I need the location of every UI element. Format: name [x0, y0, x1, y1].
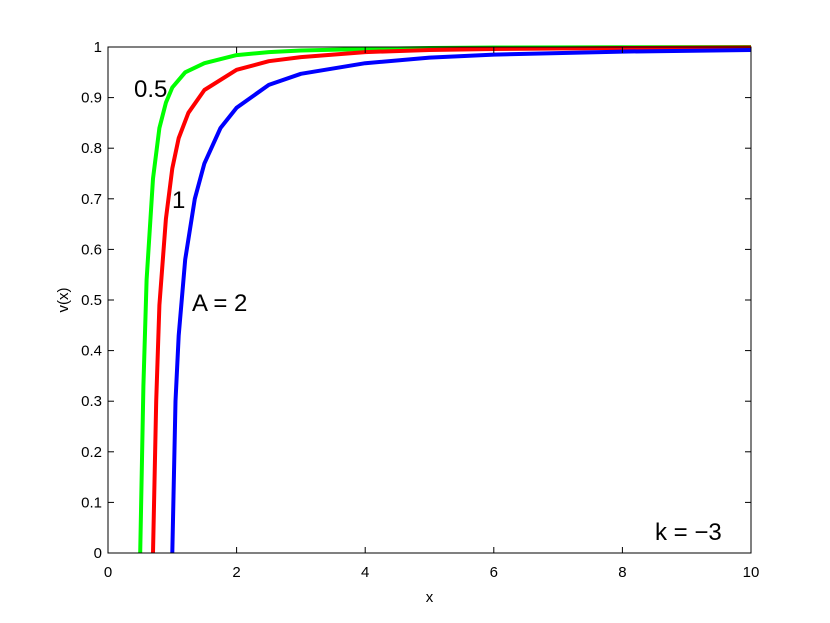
y-tick-label-4: 0.4	[81, 343, 102, 360]
y-tick-label-8: 0.8	[81, 140, 102, 157]
ticks-layer: 0 2 4 6 8 10 0 0.1 0.2 0.3 0.4 0.5 0.6 0.7 0.8 0.9 1	[81, 39, 759, 581]
y-tick-label-2: 0.2	[81, 444, 102, 461]
y-tick-label-0: 0	[94, 545, 102, 562]
y-tick-label-1: 0.1	[81, 494, 102, 511]
annotation-a-2: A = 2	[192, 290, 247, 317]
x-tick-label-4: 8	[618, 564, 626, 581]
annotation-1: 1	[172, 187, 185, 214]
y-tick-label-7: 0.7	[81, 191, 102, 208]
x-tick-label-3: 6	[490, 564, 498, 581]
x-tick-label-1: 2	[232, 564, 240, 581]
y-tick-label-9: 0.9	[81, 90, 102, 107]
plot-area	[108, 47, 751, 553]
y-axis-title: v(x)	[55, 288, 72, 313]
series-layer	[138, 45, 752, 554]
annotation-0-5: 0.5	[134, 76, 167, 103]
x-tick-label-0: 0	[104, 564, 112, 581]
y-tick-label-6: 0.6	[81, 241, 102, 258]
y-tick-label-3: 0.3	[81, 393, 102, 410]
x-tick-label-2: 4	[361, 564, 369, 581]
series-line-2	[170, 48, 752, 554]
y-tick-label-10: 1	[94, 39, 102, 56]
annotation-k: k = −3	[655, 519, 722, 546]
x-tick-label-5: 10	[743, 564, 760, 581]
series-line-1	[151, 45, 752, 554]
y-tick-label-5: 0.5	[81, 292, 102, 309]
x-axis-title: x	[426, 589, 434, 606]
